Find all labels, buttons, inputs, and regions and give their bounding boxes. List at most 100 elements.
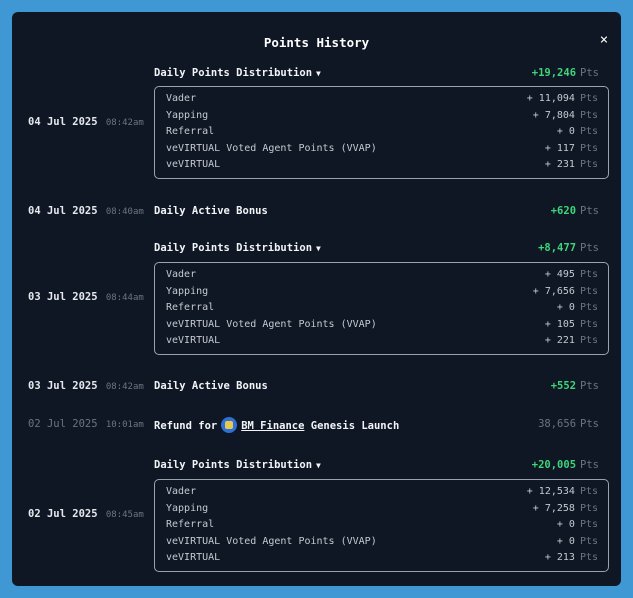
breakdown-line: veVIRTUAL Voted Agent Points (VVAP) + 105…	[166, 317, 598, 334]
item-name: Yapping	[166, 109, 209, 121]
entry-date: 03 Jul 2025 08:44am	[28, 291, 144, 303]
entry-total: +19,246 Pts	[532, 67, 599, 79]
item-name: Vader	[166, 486, 197, 497]
total-value: +552	[550, 380, 577, 392]
item-value: + 7,656 Pts	[532, 285, 598, 297]
entry-total: +8,477 Pts	[538, 242, 599, 254]
item-value: + 221 Pts	[544, 335, 598, 346]
bm-finance-logo-icon	[221, 417, 238, 433]
item-value: + 7,804 Pts	[532, 109, 598, 121]
breakdown-line: veVIRTUAL Voted Agent Points (VVAP) + 0 Pt…	[166, 534, 598, 551]
time-text: 08:40am	[105, 207, 144, 217]
item-name: veVIRTUAL Voted Agent Points (VVAP)	[166, 142, 377, 154]
total-value: 38,656	[538, 418, 577, 430]
total-value: +19,246	[531, 67, 577, 79]
item-value: + 117 Pts	[544, 142, 598, 154]
entry-total: +620 Pts	[551, 205, 599, 217]
item-name: veVIRTUAL	[166, 159, 221, 170]
chevron-down-icon: ▼	[316, 461, 321, 470]
item-value: + 0 Pts	[556, 302, 598, 313]
date-text: 03 Jul 2025	[28, 380, 98, 392]
total-value: +620	[550, 205, 577, 217]
refund-suffix: Genesis Launch	[310, 420, 400, 432]
breakdown-line: Yapping + 7,804 Pts	[166, 108, 598, 125]
date-text: 03 Jul 2025	[28, 291, 98, 303]
breakdown-line: Vader + 495 Pts	[166, 267, 598, 284]
entry-label: Daily Points Distribution	[154, 242, 313, 254]
entry-toggle[interactable]: Daily Points Distribution ▼	[154, 242, 321, 254]
date-text: 02 Jul 2025	[28, 418, 98, 430]
total-value: +8,477	[538, 242, 577, 254]
item-value: + 0 Pts	[556, 126, 598, 137]
breakdown-line: veVIRTUAL + 231 Pts	[166, 157, 598, 174]
pts-unit: Pts	[580, 380, 599, 392]
item-value: + 495 Pts	[544, 269, 598, 280]
item-value: + 0 Pts	[556, 535, 598, 547]
entry-label: Daily Points Distribution	[154, 67, 313, 79]
entry-total: 38,656 Pts	[538, 418, 599, 430]
item-value: + 11,094 Pts	[526, 93, 598, 104]
date-text: 04 Jul 2025	[28, 205, 98, 217]
breakdown-box: Vader + 11,094 Pts Yapping + 7,804 Pts Refer…	[154, 86, 609, 179]
entry-total: +20,005 Pts	[532, 459, 599, 471]
pts-unit: Pts	[580, 242, 599, 254]
entry-date: 04 Jul 2025 08:42am	[28, 116, 144, 128]
time-text: 08:42am	[105, 118, 144, 128]
entry-total: +552 Pts	[551, 380, 599, 392]
total-value: +20,005	[531, 459, 577, 471]
item-name: veVIRTUAL Voted Agent Points (VVAP)	[166, 318, 377, 330]
breakdown-line: Referral + 0 Pts	[166, 124, 598, 141]
item-value: + 7,258 Pts	[532, 502, 598, 514]
pts-unit: Pts	[580, 418, 599, 430]
item-value: + 105 Pts	[544, 318, 598, 330]
date-text: 02 Jul 2025	[28, 508, 98, 520]
item-value: + 12,534 Pts	[526, 486, 598, 497]
item-name: Referral	[166, 519, 215, 530]
breakdown-box: Vader + 495 Pts Yapping + 7,656 Pts Referral…	[154, 262, 609, 355]
points-history-modal: Points History × Daily Points Distributi…	[12, 12, 621, 586]
entry-label: Daily Active Bonus	[154, 205, 268, 217]
breakdown-box: Vader + 12,534 Pts Yapping + 7,258 Pts Refer…	[154, 479, 609, 572]
pts-unit: Pts	[580, 67, 599, 79]
time-text: 08:45am	[105, 510, 144, 520]
item-name: Vader	[166, 269, 197, 280]
entry-date: 03 Jul 2025 08:42am	[28, 380, 144, 392]
item-name: veVIRTUAL	[166, 335, 221, 346]
modal-title: Points History	[263, 35, 370, 50]
item-name: veVIRTUAL Voted Agent Points (VVAP)	[166, 535, 377, 547]
pts-unit: Pts	[580, 459, 599, 471]
breakdown-line: veVIRTUAL + 221 Pts	[166, 333, 598, 350]
item-name: Vader	[166, 93, 197, 104]
pts-unit: Pts	[580, 205, 599, 217]
item-name: Referral	[166, 302, 215, 313]
time-text: 08:42am	[105, 382, 144, 392]
breakdown-line: Vader + 12,534 Pts	[166, 484, 598, 501]
breakdown-line: Referral + 0 Pts	[166, 517, 598, 534]
item-value: + 0 Pts	[556, 519, 598, 530]
entry-label: Daily Active Bonus	[154, 380, 268, 392]
item-name: veVIRTUAL	[166, 552, 221, 563]
entry-date: 04 Jul 2025 08:40am	[28, 205, 144, 217]
close-icon[interactable]: ×	[599, 32, 609, 48]
breakdown-line: Referral + 0 Pts	[166, 300, 598, 317]
chevron-down-icon: ▼	[316, 244, 321, 253]
breakdown-line: veVIRTUAL Voted Agent Points (VVAP) + 117…	[166, 141, 598, 158]
date-text: 04 Jul 2025	[28, 116, 98, 128]
entry-toggle[interactable]: Daily Points Distribution ▼	[154, 67, 321, 79]
refund-prefix: Refund for	[154, 420, 218, 432]
breakdown-line: Yapping + 7,258 Pts	[166, 501, 598, 518]
item-value: + 213 Pts	[544, 552, 598, 563]
time-text: 08:44am	[105, 293, 144, 303]
breakdown-line: Yapping + 7,656 Pts	[166, 284, 598, 301]
item-name: Yapping	[166, 285, 209, 297]
entry-date: 02 Jul 2025 08:45am	[28, 508, 144, 520]
breakdown-line: Vader + 11,094 Pts	[166, 91, 598, 108]
bm-finance-link[interactable]: BM Finance	[241, 420, 305, 432]
entry-label: Daily Points Distribution	[154, 459, 313, 471]
time-text: 10:01am	[105, 420, 144, 430]
entry-toggle[interactable]: Daily Points Distribution ▼	[154, 459, 321, 471]
breakdown-line: veVIRTUAL + 213 Pts	[166, 550, 598, 567]
item-value: + 231 Pts	[544, 159, 598, 170]
entry-label: Refund for BM Finance Genesis Launch	[154, 417, 400, 434]
entry-date: 02 Jul 2025 10:01am	[28, 418, 144, 430]
